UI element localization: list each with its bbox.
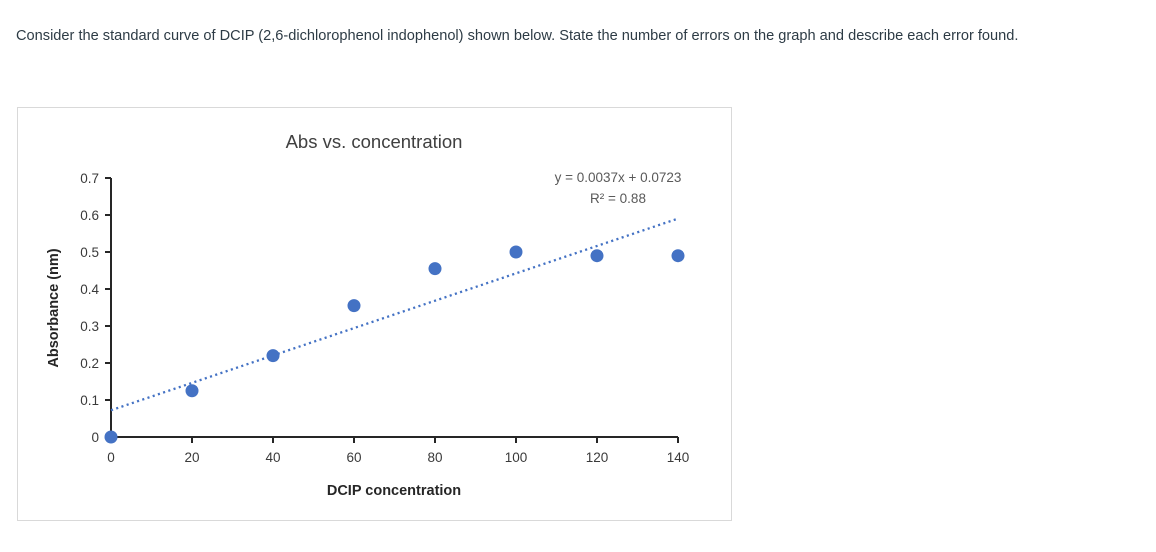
x-axis-tick-label: 100 <box>505 450 528 465</box>
y-axis-tick-label: 0.4 <box>80 282 99 297</box>
data-point <box>347 299 361 313</box>
data-point <box>509 245 523 259</box>
data-point <box>428 262 442 276</box>
data-point <box>266 349 280 363</box>
data-point <box>671 249 685 263</box>
x-axis-tick-label: 40 <box>265 450 280 465</box>
question-text: Consider the standard curve of DCIP (2,6… <box>16 28 1019 44</box>
y-axis-title: Absorbance (nm) <box>46 248 62 367</box>
trendline-equation-label: y = 0.0037x + 0.0723 <box>555 170 682 185</box>
y-axis-tick-label: 0.6 <box>80 208 99 223</box>
x-axis-title: DCIP concentration <box>327 483 461 499</box>
x-axis-tick-label: 0 <box>107 450 115 465</box>
data-point <box>590 249 604 263</box>
y-axis-tick-label: 0.5 <box>80 245 99 260</box>
y-axis-tick-label: 0.7 <box>80 171 99 186</box>
y-axis-tick-label: 0.3 <box>80 319 99 334</box>
chart-panel: 0 0.1 0.2 0.3 0.4 0.5 0.6 0.7 0 20 40 60 80 100 120 140… <box>17 107 732 521</box>
x-axis-tick-label: 120 <box>586 450 609 465</box>
chart-title: Abs vs. concentration <box>286 131 463 152</box>
y-axis-tick-label: 0 <box>91 430 99 445</box>
data-point <box>185 384 199 398</box>
x-axis-tick-label: 140 <box>667 450 690 465</box>
x-axis-tick-label: 20 <box>184 450 199 465</box>
trendline-r-squared-label: R² = 0.88 <box>590 191 646 206</box>
scatter-chart: 0 0.1 0.2 0.3 0.4 0.5 0.6 0.7 0 20 40 60 80 100 120 140… <box>46 131 690 499</box>
y-axis-tick-label: 0.1 <box>80 393 99 408</box>
x-axis-tick-label: 80 <box>427 450 442 465</box>
x-axis-tick-label: 60 <box>346 450 361 465</box>
trendline <box>110 218 677 412</box>
data-point <box>104 430 118 444</box>
y-axis-tick-label: 0.2 <box>80 356 99 371</box>
